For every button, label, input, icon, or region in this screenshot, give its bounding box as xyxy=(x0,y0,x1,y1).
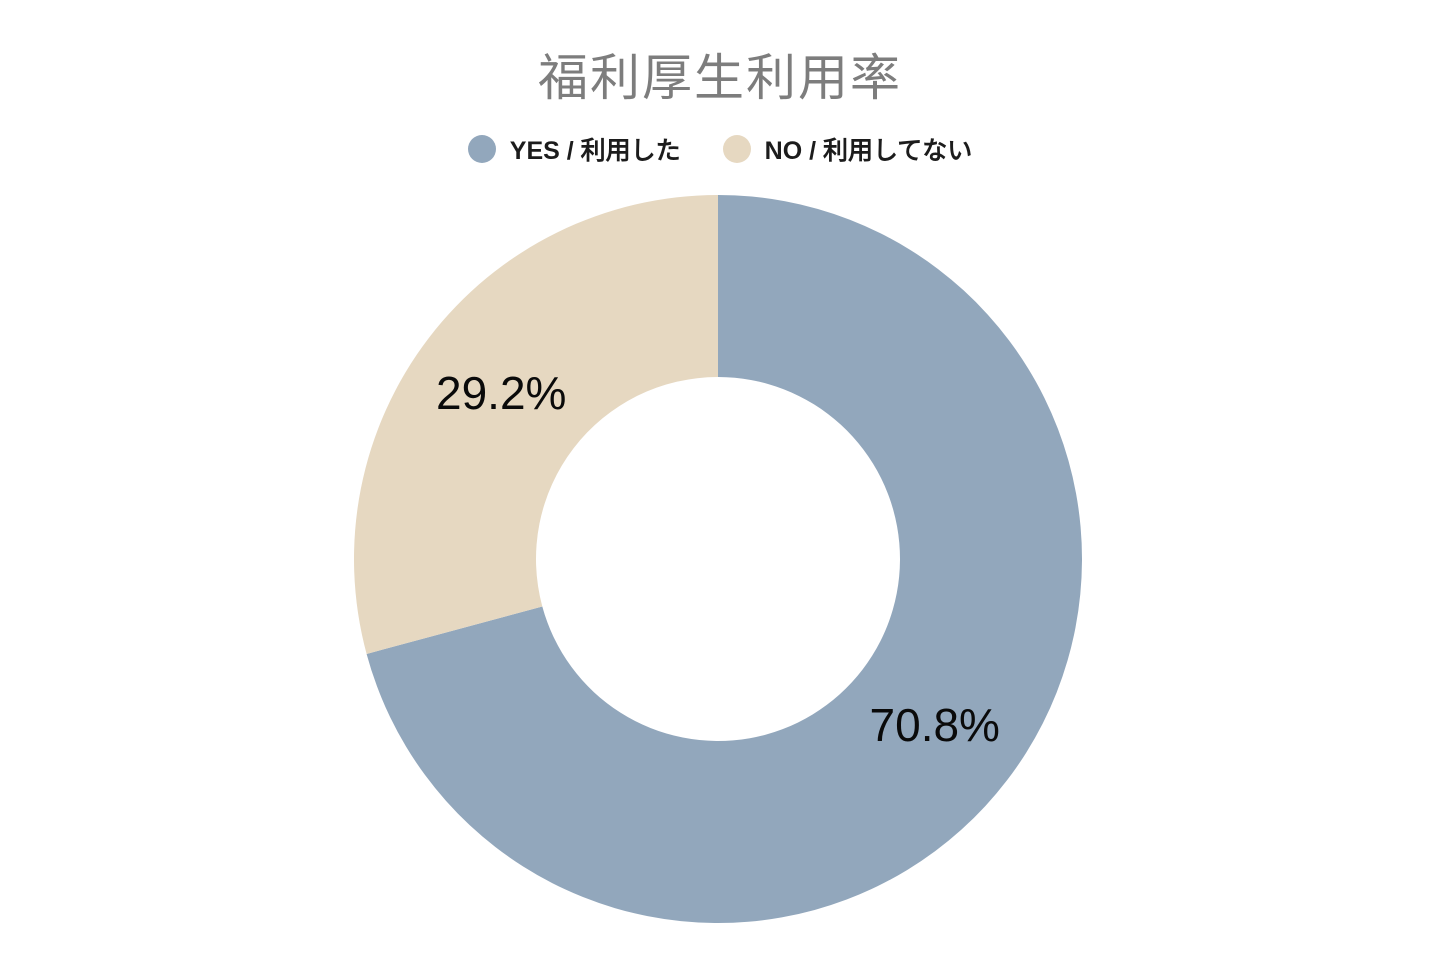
donut-slice-0 xyxy=(366,195,1082,924)
legend-dot-yes-icon xyxy=(467,135,496,163)
chart-title: 福利厚生利用率 xyxy=(538,50,902,106)
legend-label-no: NO / 利用してない xyxy=(764,137,973,165)
slice-label-yes: 70.8% xyxy=(869,698,1000,751)
slice-label-no: 29.2% xyxy=(436,367,567,420)
legend-item-yes: YES / 利用した xyxy=(467,131,681,167)
legend-label-yes: YES / 利用した xyxy=(509,137,681,165)
legend-item-no: NO / 利用してない xyxy=(722,131,973,167)
chart-legend: YES / 利用した NO / 利用してない xyxy=(0,131,1440,167)
legend-dot-no-icon xyxy=(722,135,751,163)
donut-slice-1 xyxy=(354,195,718,654)
